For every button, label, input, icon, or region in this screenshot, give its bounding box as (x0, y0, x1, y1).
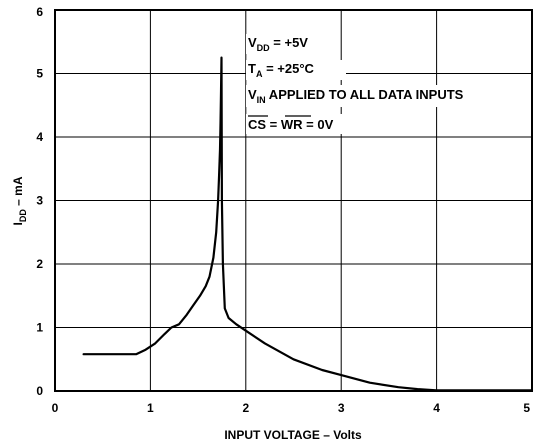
y-tick-label: 3 (36, 194, 43, 208)
x-tick-label: 1 (147, 401, 154, 415)
series-line (82, 56, 534, 392)
annotation-cs-wr: CS = WR = 0V (248, 117, 334, 132)
y-tick-label: 5 (36, 67, 43, 81)
y-tick-label: 1 (36, 321, 43, 335)
plot-frame (54, 9, 533, 392)
y-tick-label: 2 (36, 257, 43, 271)
x-tick-label: 4 (433, 401, 440, 415)
x-tick-label: 2 (242, 401, 249, 415)
annotation-bg-3 (246, 85, 526, 107)
x-tick-label: 3 (338, 401, 345, 415)
y-axis-label: IDD – mA (11, 176, 28, 225)
conditions-annotation: VDD = +5V TA = +25°C VIN APPLIED TO ALL … (246, 34, 526, 134)
y-tick-label: 6 (36, 5, 43, 19)
y-tick-label: 0 (36, 384, 43, 398)
annotation-ta: TA = +25°C (248, 61, 315, 79)
y-tick-label: 4 (36, 130, 43, 144)
annotation-bg-2 (246, 60, 346, 80)
x-axis-label: INPUT VOLTAGE – Volts (224, 428, 362, 442)
annotation-bg-1 (246, 34, 336, 54)
annotation-vdd: VDD = +5V (248, 35, 308, 53)
annotation-bg-4 (246, 114, 366, 134)
x-tick-label: 5 (523, 401, 530, 415)
x-tick-labels: 0 1 2 3 4 5 (52, 401, 531, 415)
annotation-vin: VIN APPLIED TO ALL DATA INPUTS (248, 87, 464, 105)
x-tick-label: 0 (52, 401, 59, 415)
y-tick-labels: 0 1 2 3 4 5 6 (36, 5, 43, 398)
